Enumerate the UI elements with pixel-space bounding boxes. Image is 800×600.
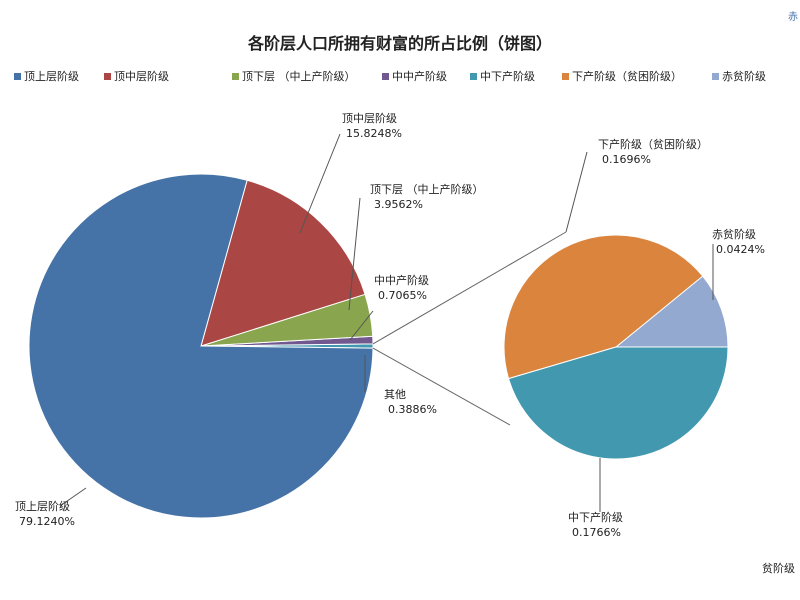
legend-swatch — [104, 72, 111, 80]
legend-item-destitute: 赤贫阶级 — [712, 68, 766, 84]
legend-swatch — [712, 72, 719, 80]
clipped-label-fragment: 贫阶级 — [762, 562, 795, 575]
data-label-name: 中下产阶级 — [568, 510, 623, 524]
leader-line — [565, 151, 588, 233]
legend-label: 中中产阶级 — [392, 70, 447, 83]
secondary-pie-slice — [507, 346, 729, 460]
legend-label: 顶中层阶级 — [114, 70, 169, 83]
legend-item-top-lower: 顶下层 （中上产阶级） — [232, 68, 356, 84]
data-label-name: 中中产阶级 — [374, 273, 429, 287]
legend-label: 中下产阶级 — [480, 70, 535, 83]
legend-label: 顶下层 （中上产阶级） — [242, 70, 356, 83]
data-label-value: 0.0424% — [716, 243, 765, 256]
connector-line-bottom — [372, 347, 511, 426]
leader-line — [59, 487, 87, 507]
chart-title: 各阶层人口所拥有财富的所占比例（饼图） — [247, 34, 552, 53]
data-label-name: 下产阶级（贫困阶级） — [598, 137, 708, 151]
main-pie-slice — [200, 179, 366, 347]
legend-swatch — [14, 72, 21, 80]
legend-swatch — [562, 72, 569, 80]
secondary-pie-slice — [503, 234, 704, 380]
data-label-value: 3.9562% — [374, 198, 423, 211]
legend-label: 赤贫阶级 — [722, 70, 766, 83]
data-label-name: 顶下层 （中上产阶级） — [370, 182, 484, 196]
chart-legend: 顶上层阶级 顶中层阶级 顶下层 （中上产阶级） 中中产阶级 中下产阶级 下产阶级… — [14, 68, 794, 86]
legend-swatch — [382, 72, 389, 80]
leader-line — [349, 310, 374, 341]
legend-swatch — [232, 72, 239, 80]
clipped-legend-fragment: 赤 — [788, 12, 798, 23]
leader-line — [348, 197, 361, 311]
legend-item-lower-poor: 下产阶级（贫困阶级） — [562, 68, 682, 84]
leader-line — [299, 133, 341, 234]
data-label-value: 0.7065% — [378, 289, 427, 302]
secondary-pie-slice — [614, 275, 729, 348]
data-label-name: 顶上层阶级 — [15, 499, 70, 513]
main-pie-slice — [28, 173, 374, 519]
legend-label: 下产阶级（贫困阶级） — [572, 70, 682, 83]
data-label-value: 79.1240% — [19, 515, 75, 528]
data-label-value: 0.1766% — [572, 526, 621, 539]
legend-item-top-upper: 顶上层阶级 — [14, 68, 79, 84]
data-label-value: 0.1696% — [602, 153, 651, 166]
data-label-value: 15.8248% — [346, 127, 402, 140]
legend-item-middle-middle: 中中产阶级 — [382, 68, 447, 84]
legend-item-top-middle: 顶中层阶级 — [104, 68, 169, 84]
legend-item-middle-lower: 中下产阶级 — [470, 68, 535, 84]
connector-line-top — [372, 231, 567, 345]
legend-swatch — [470, 72, 477, 80]
data-label-name: 其他 — [384, 388, 406, 401]
data-label-name: 赤贫阶级 — [712, 227, 756, 241]
legend-label: 顶上层阶级 — [24, 70, 79, 83]
data-label-value: 0.3886% — [388, 403, 437, 416]
data-label-name: 顶中层阶级 — [342, 111, 397, 125]
